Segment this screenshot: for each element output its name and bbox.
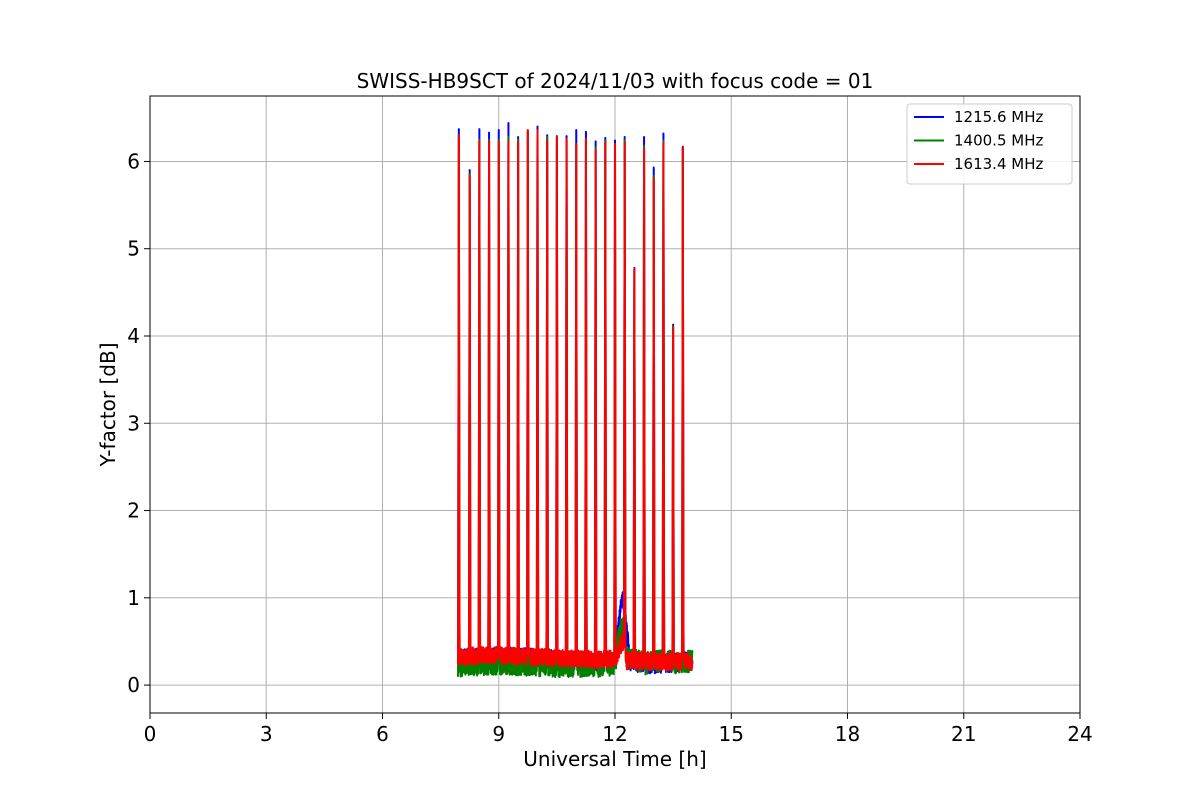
legend-label: 1400.5 MHz [954, 132, 1043, 150]
y-tick-label: 3 [127, 411, 140, 435]
y-tick-label: 0 [127, 673, 140, 697]
x-tick-label: 21 [951, 722, 976, 746]
x-axis-label: Universal Time [h] [523, 747, 706, 771]
chart-title: SWISS-HB9SCT of 2024/11/03 with focus co… [357, 69, 874, 93]
x-tick-label: 0 [144, 722, 157, 746]
x-tick-label: 15 [719, 722, 744, 746]
x-tick-label: 12 [602, 722, 627, 746]
x-tick-label: 24 [1067, 722, 1092, 746]
y-tick-label: 4 [127, 324, 140, 348]
series-line-3 [457, 129, 694, 672]
series-layer [457, 122, 694, 679]
legend-label: 1613.4 MHz [954, 155, 1043, 173]
y-tick-label: 1 [127, 586, 140, 610]
legend: 1215.6 MHz 1400.5 MHz 1613.4 MHz [906, 103, 1073, 185]
y-tick-label: 6 [127, 149, 140, 173]
x-tick-label: 6 [376, 722, 389, 746]
legend-box [906, 103, 1073, 185]
y-tick-label: 5 [127, 237, 140, 261]
x-tick-label: 18 [835, 722, 860, 746]
y-tick-label: 2 [127, 499, 140, 523]
y-axis-label: Y-factor [dB] [96, 342, 120, 467]
x-tick-label: 9 [492, 722, 505, 746]
x-tick-label: 3 [260, 722, 273, 746]
legend-label: 1215.6 MHz [954, 108, 1043, 126]
